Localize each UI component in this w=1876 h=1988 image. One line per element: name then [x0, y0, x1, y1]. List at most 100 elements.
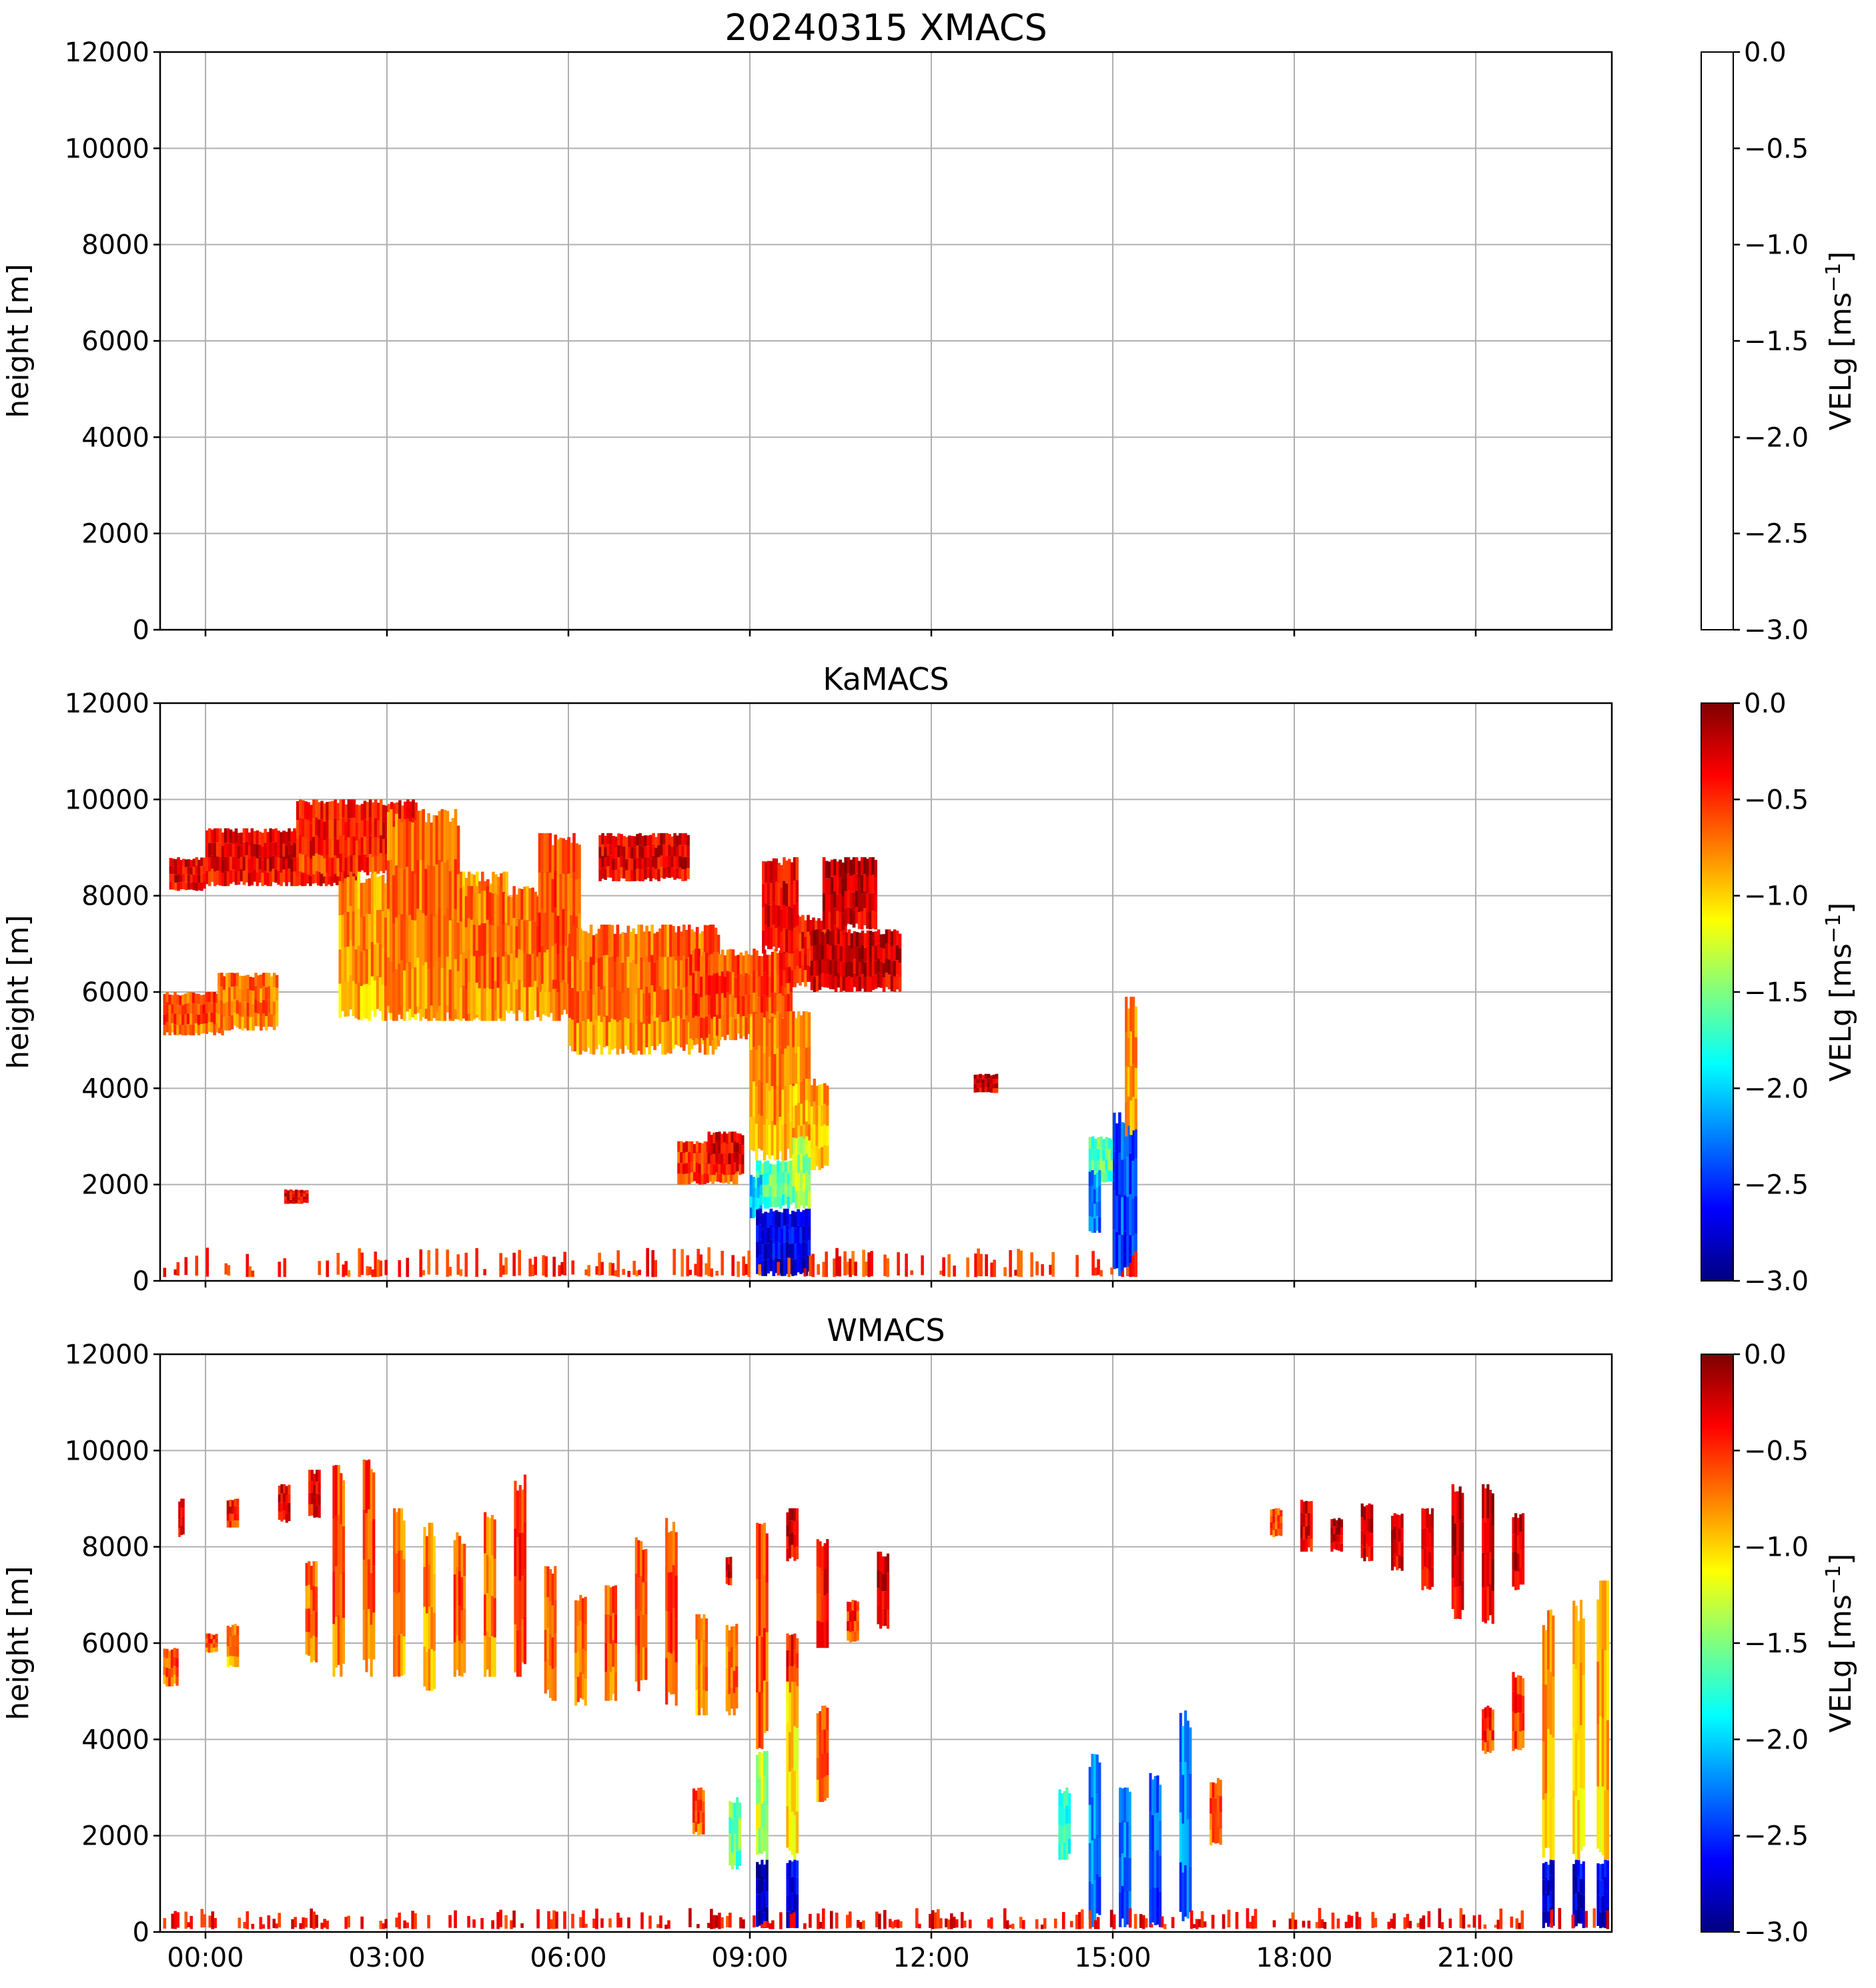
heatmap-cell: [837, 973, 841, 988]
heatmap-cell: [1392, 1913, 1396, 1929]
heatmap-cell: [459, 954, 463, 988]
heatmap-cell: [1514, 1532, 1518, 1552]
heatmap-cell: [251, 1923, 255, 1929]
heatmap-cell: [1482, 1518, 1485, 1553]
heatmap-cell: [706, 1172, 710, 1183]
heatmap-cell: [173, 1666, 176, 1675]
heatmap-cell: [1512, 1711, 1515, 1732]
heatmap-cell: [703, 1152, 707, 1163]
heatmap-cell: [750, 1175, 753, 1186]
heatmap-cell: [1514, 1713, 1518, 1731]
heatmap-cell: [218, 828, 222, 843]
heatmap-cell: [1398, 1542, 1402, 1556]
heatmap-cell: [312, 1561, 316, 1586]
heatmap-cell: [698, 1690, 701, 1716]
heatmap-cell: [661, 925, 664, 957]
heatmap-cell: [528, 987, 532, 1020]
heatmap-cell: [800, 1171, 803, 1189]
heatmap-cell: [272, 1919, 276, 1929]
heatmap-cell: [510, 897, 513, 926]
heatmap-cell: [1153, 1888, 1157, 1925]
heatmap-cell: [1601, 1649, 1604, 1718]
colorbar-tick-label: −2.5: [1744, 1170, 1809, 1201]
heatmap-cell: [464, 896, 468, 927]
heatmap-cell: [915, 1908, 919, 1929]
heatmap-cell: [768, 997, 772, 1019]
heatmap-cell: [1115, 1231, 1119, 1269]
heatmap-cell: [365, 1619, 368, 1672]
heatmap-cell: [761, 1753, 764, 1779]
heatmap-cell: [897, 1919, 900, 1929]
heatmap-cell: [344, 1261, 348, 1276]
heatmap-cell: [609, 855, 612, 867]
heatmap-cell: [426, 1613, 429, 1652]
heatmap-cell: [725, 1668, 729, 1690]
heatmap-cell: [877, 973, 881, 988]
heatmap-cell: [637, 987, 640, 1019]
heatmap-cell: [652, 867, 655, 879]
heatmap-cell: [1430, 1528, 1434, 1548]
heatmap-cell: [616, 989, 620, 1023]
heatmap-cell: [780, 865, 783, 887]
heatmap-cell: [694, 1790, 698, 1801]
heatmap-cell: [1216, 1827, 1220, 1843]
heatmap-cell: [338, 881, 342, 915]
heatmap-cell: [504, 951, 508, 981]
heatmap-cell: [616, 957, 620, 990]
heatmap-cell: [1482, 1708, 1485, 1720]
heatmap-cell: [1599, 1580, 1602, 1648]
heatmap-cell: [1115, 1159, 1119, 1196]
heatmap-cell: [236, 1646, 240, 1657]
heatmap-cell: [205, 1002, 209, 1013]
heatmap-cell: [1080, 1909, 1084, 1929]
heatmap-cell: [858, 976, 862, 991]
heatmap-cell: [250, 828, 254, 843]
heatmap-cell: [1462, 1914, 1466, 1929]
heatmap-cell: [406, 799, 410, 819]
heatmap-cell: [163, 1004, 166, 1015]
heatmap-cell: [795, 880, 799, 903]
heatmap-cell: [460, 1577, 464, 1610]
heatmap-cell: [308, 1584, 311, 1609]
heatmap-cell: [674, 932, 678, 961]
heatmap-cell: [793, 1649, 797, 1665]
heatmap-cell: [765, 903, 768, 925]
heatmap-cell: [750, 1117, 753, 1150]
heatmap-cell: [759, 1160, 762, 1173]
heatmap-cell: [821, 1754, 825, 1779]
heatmap-cell: [496, 957, 500, 988]
heatmap-cell: [979, 1083, 983, 1088]
heatmap-cell: [710, 1165, 713, 1175]
heatmap-cell: [826, 1539, 829, 1566]
heatmap-cell: [342, 835, 346, 853]
heatmap-cell: [307, 857, 310, 875]
heatmap-cell: [435, 815, 439, 865]
heatmap-cell: [825, 895, 829, 913]
heatmap-cell: [307, 838, 310, 857]
heatmap-cell: [499, 985, 503, 1019]
xtick-label: 00:00: [167, 1943, 244, 1973]
heatmap-cell: [612, 1613, 615, 1640]
heatmap-cell: [1572, 1600, 1576, 1664]
heatmap-cell: [776, 994, 780, 1015]
heatmap-cell: [960, 1912, 964, 1929]
heatmap-cell: [337, 1565, 340, 1615]
heatmap-cell: [1574, 1859, 1578, 1877]
heatmap-cell: [1091, 1217, 1094, 1233]
heatmap-cell: [205, 1023, 209, 1034]
heatmap-cell: [352, 946, 356, 981]
heatmap-cell: [1097, 1149, 1100, 1161]
heatmap-cell: [462, 952, 466, 986]
xtick-label: 12:00: [893, 1943, 969, 1973]
heatmap-cell: [502, 989, 506, 1021]
heatmap-cell: [382, 839, 386, 857]
heatmap-cell: [492, 871, 495, 907]
heatmap-cell: [1280, 1523, 1283, 1530]
heatmap-cell: [763, 1575, 767, 1628]
heatmap-cell: [755, 950, 759, 971]
heatmap-cell: [350, 818, 354, 837]
heatmap-cell: [379, 1260, 383, 1277]
heatmap-cell: [1099, 1136, 1103, 1148]
heatmap-cell: [176, 1912, 180, 1928]
heatmap-cell: [728, 1131, 732, 1143]
